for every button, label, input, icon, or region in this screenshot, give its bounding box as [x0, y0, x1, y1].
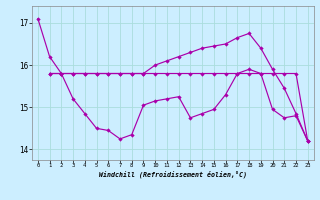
X-axis label: Windchill (Refroidissement éolien,°C): Windchill (Refroidissement éolien,°C): [99, 171, 247, 178]
